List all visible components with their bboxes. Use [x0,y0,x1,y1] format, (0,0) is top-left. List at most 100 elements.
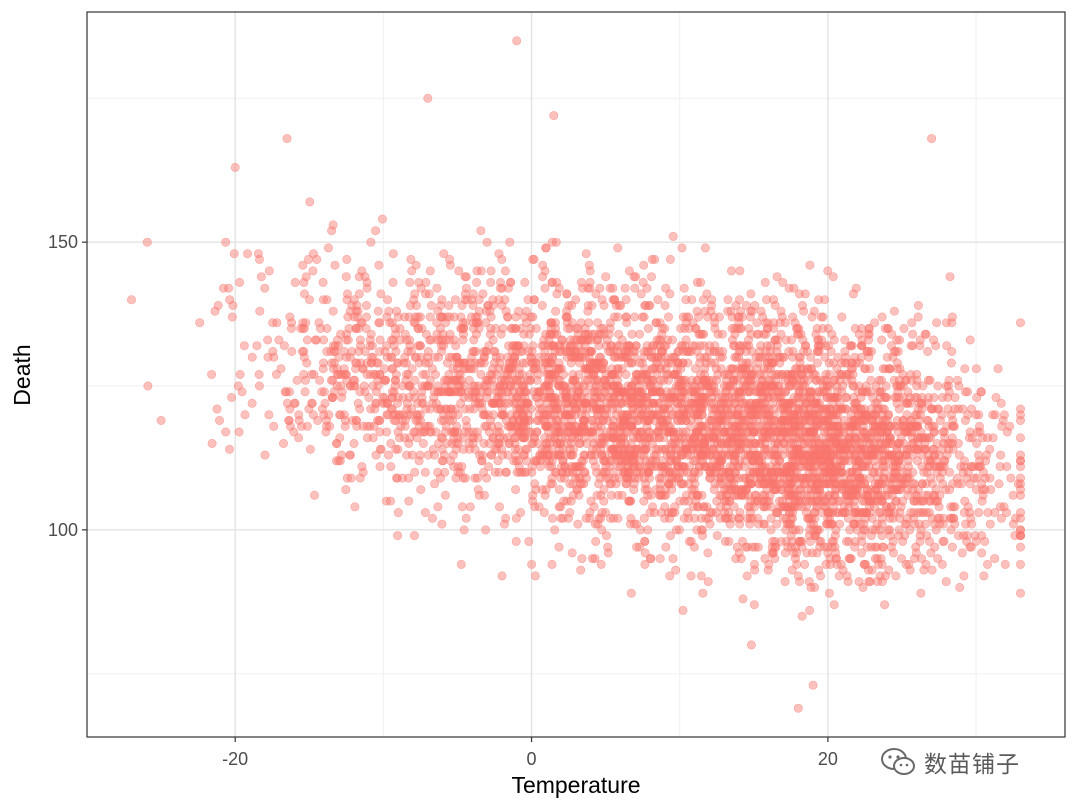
data-point [1015,531,1025,541]
data-point [317,387,327,397]
data-point [566,358,576,368]
data-point [684,479,694,489]
data-point [524,329,534,339]
data-point [531,485,541,495]
data-point [503,312,513,322]
data-point [903,462,913,472]
data-point [344,323,354,333]
data-point [731,450,741,460]
data-point [889,375,899,385]
data-point [468,289,478,299]
data-point [816,571,826,581]
data-point [354,289,364,299]
data-point [599,300,609,310]
data-point [503,450,513,460]
data-point [1015,318,1025,328]
data-point [850,427,860,437]
data-point [263,335,273,345]
data-point [523,295,533,305]
data-point [554,421,564,431]
data-point [386,462,396,472]
data-point [500,266,510,276]
data-point [228,300,238,310]
data-point [860,559,870,569]
data-point [687,295,697,305]
data-point [294,410,304,420]
data-point [351,358,361,368]
data-point [965,335,975,345]
data-point [639,312,649,322]
data-point [512,392,522,402]
data-point [253,249,263,259]
data-point [917,479,927,489]
data-point [596,490,606,500]
data-point [864,502,874,512]
data-point [590,364,600,374]
data-point [227,312,237,322]
data-point [613,243,623,253]
data-point [896,554,906,564]
data-point [476,226,486,236]
data-point [872,519,882,529]
data-point [892,335,902,345]
data-point [655,421,665,431]
data-point [590,462,600,472]
data-point [656,346,666,356]
data-point [516,375,526,385]
data-point [366,358,376,368]
data-point [304,404,314,414]
data-point [959,508,969,518]
data-point [702,502,712,512]
data-point [504,341,514,351]
data-point [430,369,440,379]
data-point [452,375,462,385]
data-point [812,496,822,506]
data-point [475,450,485,460]
data-point [823,266,833,276]
data-point [906,341,916,351]
data-point [908,329,918,339]
data-point [964,433,974,443]
data-point [456,559,466,569]
data-point [999,410,1009,420]
data-point [953,375,963,385]
data-point [696,513,706,523]
data-point [511,485,521,495]
data-point [341,485,351,495]
data-point [815,479,825,489]
data-point [780,548,790,558]
data-point [732,485,742,495]
data-point [932,318,942,328]
data-point [965,479,975,489]
data-point [790,318,800,328]
data-point [842,571,852,581]
data-point [684,536,694,546]
data-point [568,341,578,351]
data-point [784,473,794,483]
data-point [842,392,852,402]
data-point [254,381,264,391]
data-point [224,283,234,293]
data-point [772,519,782,529]
data-point [523,398,533,408]
data-point [400,329,410,339]
data-point [805,605,815,615]
data-point [401,335,411,345]
data-point [554,346,564,356]
data-point [707,295,717,305]
data-point [528,312,538,322]
data-point [501,513,511,523]
data-point [723,295,733,305]
data-point [917,554,927,564]
data-point [526,352,536,362]
data-point [938,479,948,489]
data-point [341,272,351,282]
data-point [520,467,530,477]
data-point [972,427,982,437]
data-point [445,329,455,339]
data-point [790,554,800,564]
data-point [833,450,843,460]
data-point [762,295,772,305]
data-point [528,254,538,264]
data-point [847,341,857,351]
